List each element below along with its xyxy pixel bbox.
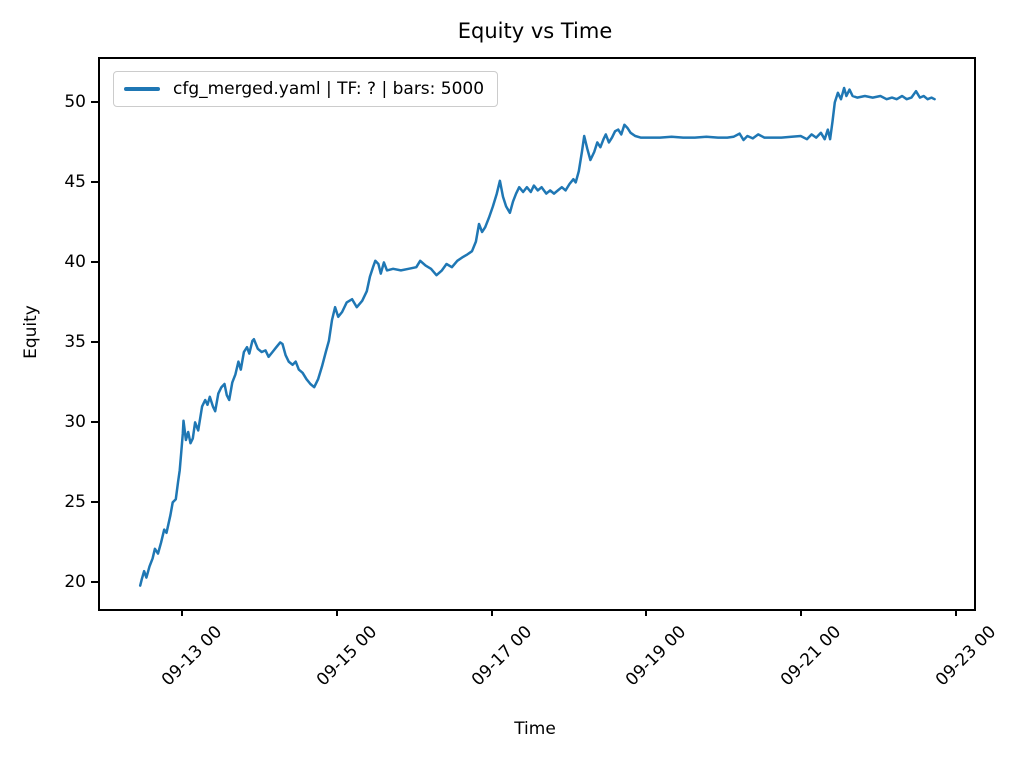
legend-label: cfg_merged.yaml | TF: ? | bars: 5000	[173, 79, 485, 99]
y-tick-mark	[91, 180, 98, 183]
y-tick-mark	[91, 341, 98, 343]
x-tick-label: 09-21 00	[777, 622, 846, 691]
x-tick-mark	[335, 609, 338, 616]
plot-area: cfg_merged.yaml | TF: ? | bars: 5000	[98, 57, 976, 611]
y-tick-label: 35	[64, 332, 86, 352]
y-tick-label: 25	[64, 492, 86, 513]
y-tick-label: 30	[64, 412, 86, 432]
chart-title: Equity vs Time	[457, 19, 613, 43]
x-tick-mark	[181, 609, 184, 616]
y-tick-label: 40	[64, 251, 86, 272]
equity-line-series	[138, 86, 936, 587]
legend-line-swatch	[124, 87, 160, 91]
x-tick-label: 09-13 00	[158, 622, 227, 691]
y-axis-title: Equity	[21, 305, 41, 359]
y-tick-mark	[91, 260, 98, 263]
x-tick-mark	[490, 609, 493, 616]
y-tick-mark	[91, 501, 98, 504]
equity-line-chart	[138, 86, 936, 587]
x-tick-label: 09-15 00	[312, 622, 382, 691]
y-tick-label: 20	[64, 572, 86, 593]
x-tick-mark	[645, 609, 648, 616]
y-tick-mark	[91, 581, 98, 584]
y-tick-label: 45	[64, 171, 86, 192]
x-tick-label: 09-17 00	[467, 622, 536, 691]
x-tick-label: 09-23 00	[931, 622, 1000, 691]
y-tick-label: 50	[64, 91, 86, 112]
x-tick-label: 09-19 00	[622, 622, 691, 691]
y-tick-mark	[91, 100, 98, 103]
x-tick-mark	[800, 609, 803, 616]
x-tick-mark	[954, 609, 957, 616]
legend: cfg_merged.yaml | TF: ? | bars: 5000	[113, 71, 499, 107]
x-axis-title: Time	[514, 719, 556, 739]
y-tick-mark	[91, 421, 98, 423]
